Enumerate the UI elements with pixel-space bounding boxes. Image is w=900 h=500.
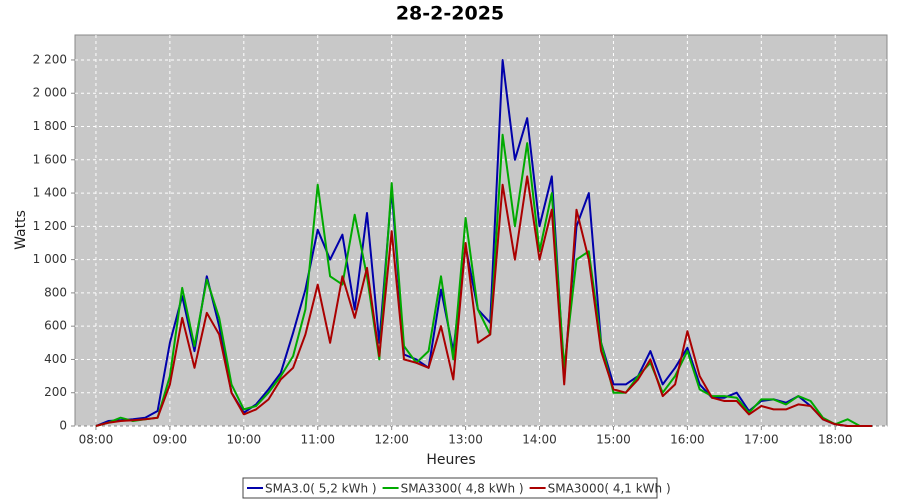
x-tick-label: 13:00 <box>448 433 483 447</box>
y-tick-label: 400 <box>44 352 67 366</box>
legend-label: SMA3.0( 5,2 kWh ) <box>265 482 377 496</box>
chart-title: 28-2-2025 <box>396 3 504 25</box>
legend-label: SMA3300( 4,8 kWh ) <box>401 482 524 496</box>
x-tick-label: 12:00 <box>374 433 409 447</box>
plot-area <box>74 34 888 427</box>
y-tick-label: 800 <box>44 285 67 299</box>
series-line <box>95 133 873 427</box>
y-tick-label: 0 <box>59 419 67 433</box>
y-axis-title: Watts <box>13 210 29 250</box>
x-tick-label: 15:00 <box>596 433 631 447</box>
y-tick-label: 1 600 <box>33 152 67 166</box>
legend-box <box>242 477 658 499</box>
y-tick-label: 1 200 <box>33 219 67 233</box>
y-tick-label: 600 <box>44 319 67 333</box>
x-tick-label: 11:00 <box>300 433 335 447</box>
x-tick-label: 09:00 <box>153 433 188 447</box>
x-tick-label: 17:00 <box>744 433 779 447</box>
y-tick-label: 1 400 <box>33 186 67 200</box>
y-tick-label: 2 000 <box>33 86 67 100</box>
y-tick-label: 1 000 <box>33 252 67 266</box>
x-tick-label: 10:00 <box>227 433 262 447</box>
y-tick-label: 200 <box>44 385 67 399</box>
x-axis-title: Heures <box>426 452 475 468</box>
y-tick-label: 2 200 <box>33 52 67 66</box>
x-tick-label: 18:00 <box>818 433 853 447</box>
x-tick-label: 16:00 <box>670 433 705 447</box>
x-tick-label: 14:00 <box>522 433 557 447</box>
series-line <box>95 175 873 427</box>
y-tick-label: 1 800 <box>33 119 67 133</box>
legend-label: SMA3000( 4,1 kWh ) <box>548 482 671 496</box>
x-tick-label: 08:00 <box>79 433 114 447</box>
